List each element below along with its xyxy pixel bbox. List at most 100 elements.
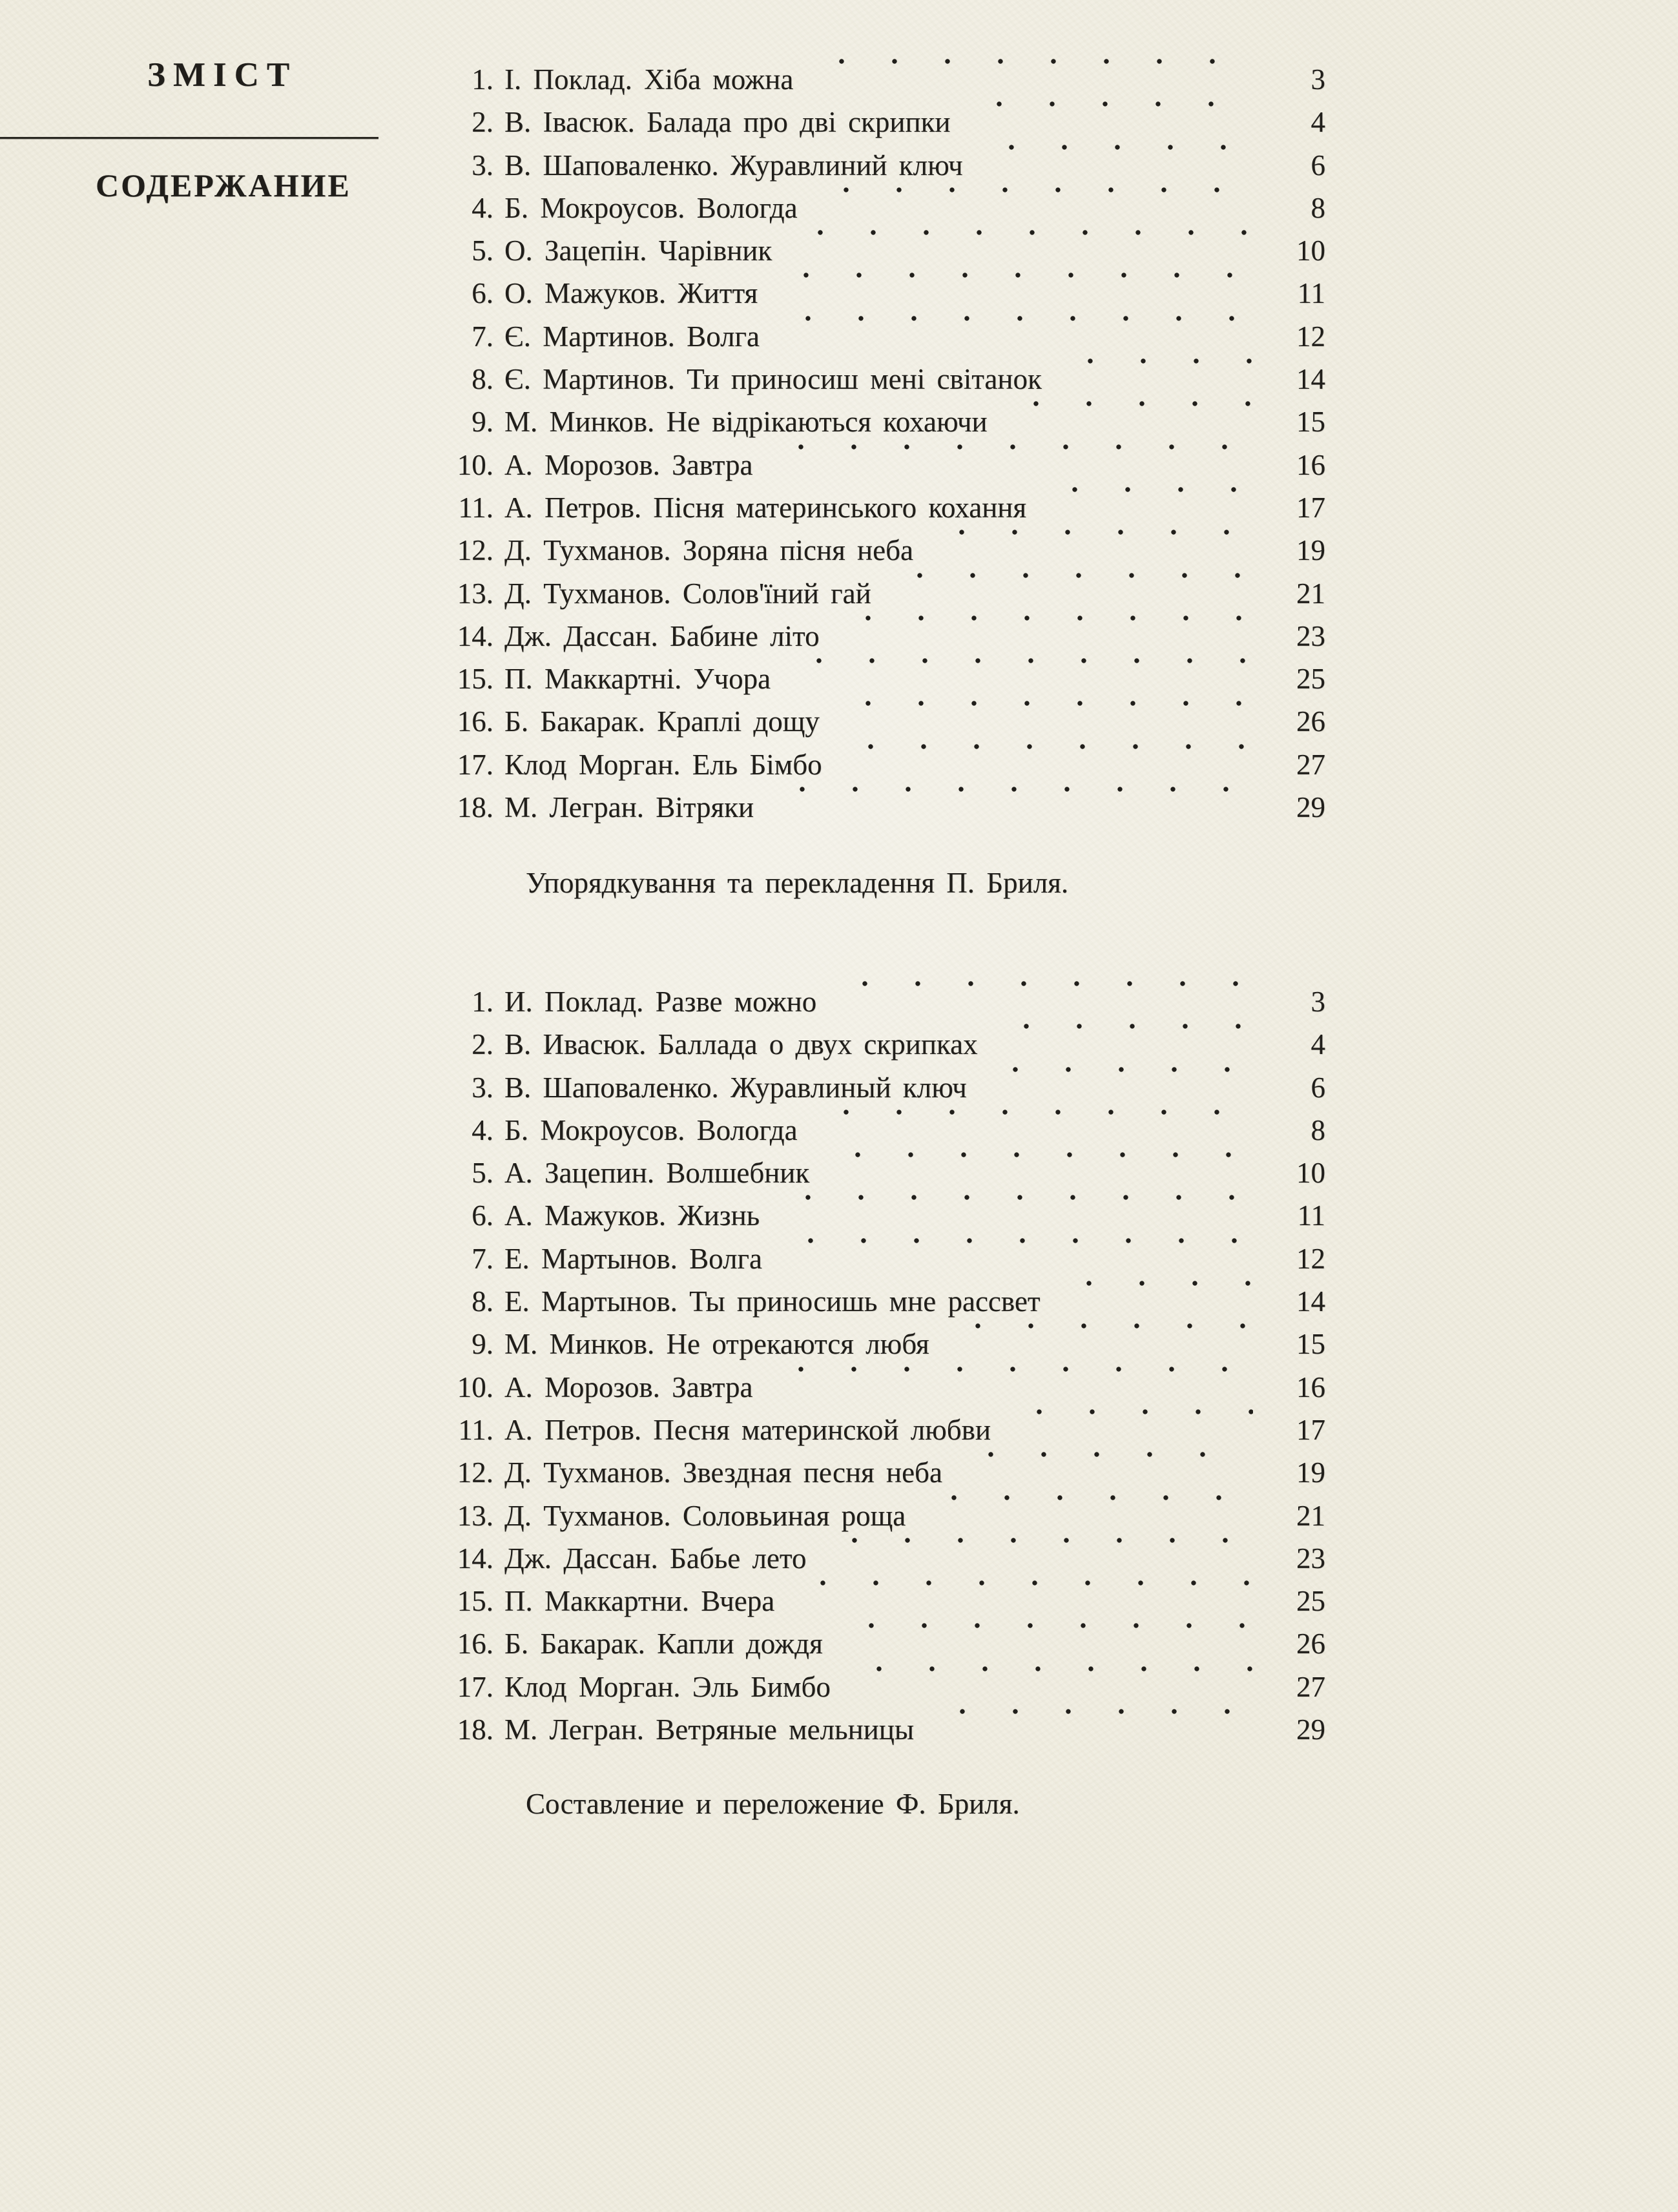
- toc-row: 5. О. Зацепін. Чарівник 10: [452, 229, 1325, 273]
- entry-page-number: 4: [1310, 106, 1326, 139]
- dot-leader: [893, 572, 1253, 615]
- entry-number: 7.: [471, 1242, 493, 1275]
- entry-page-number: 4: [1310, 1028, 1326, 1061]
- entry-title: П. Маккартні. Учора: [504, 663, 771, 696]
- entry-title: В. Шаповаленко. Журавлиный ключ: [504, 1071, 967, 1104]
- entry-page-number: 19: [1296, 1456, 1325, 1489]
- entry-page-number: 11: [1297, 1199, 1325, 1232]
- entry-title: А. Морозов. Завтра: [504, 448, 753, 481]
- entry-number: 9.: [471, 1328, 493, 1361]
- heading-divider-rule: [0, 137, 378, 139]
- entry-page-number: 27: [1296, 1670, 1325, 1703]
- dot-leader: [782, 1194, 1253, 1237]
- entry-page-number: 16: [1296, 448, 1325, 481]
- entry-title: Д. Тухманов. Зоряна пісня неба: [504, 534, 913, 567]
- dot-leader: [776, 786, 1253, 829]
- dot-leader: [783, 1237, 1253, 1281]
- entry-number: 16.: [457, 1628, 493, 1660]
- toc-row: 11. А. Петров. Песня материнской любви 1…: [452, 1408, 1325, 1452]
- entry-title: Д. Тухманов. Соловьиная роща: [504, 1499, 906, 1532]
- entry-number: 3.: [471, 1071, 493, 1104]
- entry-number: 5.: [471, 234, 493, 267]
- toc-row: 11. А. Петров. Пісня материнського кохан…: [452, 486, 1325, 530]
- entry-page-number: 25: [1296, 663, 1325, 696]
- toc-row: 3. В. Шаповаленко. Журавлиный ключ 6: [452, 1066, 1325, 1109]
- entry-title: В. Ивасюк. Баллада о двух скрипках: [504, 1028, 978, 1061]
- toc-row: 18. М. Легран. Ветряные мельницы 29: [452, 1708, 1325, 1752]
- dot-leader: [774, 1365, 1253, 1409]
- entry-number: 11.: [458, 491, 493, 524]
- entry-number: 4.: [471, 191, 493, 224]
- toc-row: 7. Є. Мартинов. Волга 12: [452, 315, 1325, 358]
- entry-number: 16.: [457, 705, 493, 738]
- entry-number: 17.: [457, 748, 493, 781]
- entry-title: Клод Морган. Эль Бимбо: [504, 1670, 831, 1703]
- entry-number: 13.: [457, 577, 493, 610]
- entry-page-number: 14: [1296, 363, 1325, 396]
- entry-number: 13.: [457, 1499, 493, 1532]
- entry-number: 10.: [457, 448, 493, 481]
- dot-leader: [844, 1622, 1253, 1666]
- entry-number: 12.: [457, 1456, 493, 1489]
- entry-title: Б. Мокроусов. Вологда: [504, 1113, 798, 1146]
- toc-row: 1. И. Поклад. Разве можно 3: [452, 980, 1325, 1024]
- entry-title: П. Маккартни. Вчера: [504, 1585, 775, 1618]
- dot-leader: [852, 1665, 1253, 1709]
- dot-leader: [927, 1494, 1253, 1537]
- entry-title: Клод Морган. Ель Бімбо: [504, 748, 822, 781]
- dot-leader: [794, 229, 1253, 273]
- entry-title: Е. Мартынов. Ты приносишь мне рассвет: [504, 1285, 1041, 1318]
- entry-title: І. Поклад. Хіба можна: [504, 63, 794, 96]
- dot-leader: [831, 1152, 1253, 1195]
- entry-number: 8.: [471, 363, 493, 396]
- toc-row: 4. Б. Мокроусов. Вологда 8: [452, 186, 1326, 230]
- entry-page-number: 21: [1296, 1499, 1325, 1532]
- entry-title: Д. Тухманов. Солов'їний гай: [504, 577, 871, 610]
- dot-leader: [844, 743, 1253, 787]
- dot-leader: [841, 700, 1253, 743]
- dot-leader: [988, 1066, 1253, 1109]
- dot-leader: [999, 1023, 1253, 1066]
- contents-heading-russian: СОДЕРЖАНИЕ: [96, 167, 351, 203]
- dot-leader: [841, 614, 1253, 658]
- entry-number: 4.: [471, 1113, 493, 1146]
- entry-page-number: 12: [1296, 320, 1325, 353]
- dot-leader: [1063, 358, 1253, 401]
- dot-leader: [828, 1536, 1253, 1580]
- entry-page-number: 23: [1296, 1542, 1325, 1575]
- dot-leader: [1062, 1280, 1253, 1323]
- toc-row: 9. М. Минков. Не відрікаються кохаючи 15: [452, 400, 1325, 444]
- entry-number: 1.: [471, 986, 493, 1018]
- toc-row: 14. Дж. Дассан. Бабье лето 23: [452, 1536, 1325, 1580]
- dot-leader: [984, 143, 1253, 187]
- entry-page-number: 23: [1296, 619, 1325, 652]
- toc-row: 18. М. Легран. Вітряки 29: [452, 786, 1325, 829]
- entry-number: 11.: [458, 1413, 493, 1446]
- entry-page-number: 15: [1296, 1328, 1325, 1361]
- entry-title: А. Петров. Пісня материнського кохання: [504, 491, 1027, 524]
- toc-row: 2. В. Ивасюк. Баллада о двух скрипках 4: [452, 1023, 1325, 1066]
- entry-page-number: 11: [1297, 277, 1325, 310]
- entry-title: Д. Тухманов. Звездная песня неба: [504, 1456, 942, 1489]
- entry-title: Дж. Дассан. Бабье лето: [504, 1542, 807, 1575]
- entry-title: М. Минков. Не отрекаются любя: [504, 1328, 929, 1361]
- entry-number: 10.: [457, 1370, 493, 1403]
- entry-page-number: 14: [1296, 1285, 1325, 1318]
- entry-title: М. Минков. Не відрікаються кохаючи: [504, 406, 988, 439]
- entry-title: А. Зацепин. Волшебник: [504, 1157, 810, 1190]
- attribution-ukrainian: Упорядкування та перекладення П. Бриля.: [526, 867, 1069, 899]
- entry-number: 2.: [471, 106, 493, 139]
- entry-number: 5.: [471, 1157, 493, 1190]
- dot-leader: [1009, 400, 1253, 444]
- entry-page-number: 26: [1296, 705, 1325, 738]
- entry-number: 1.: [471, 63, 493, 96]
- toc-row: 17. Клод Морган. Эль Бимбо 27: [452, 1665, 1325, 1709]
- entry-number: 14.: [457, 619, 493, 652]
- dot-leader: [951, 1323, 1253, 1366]
- dot-leader: [819, 1108, 1253, 1152]
- entry-title: О. Зацепін. Чарівник: [504, 234, 772, 267]
- entry-page-number: 25: [1296, 1585, 1325, 1618]
- entry-number: 2.: [471, 1028, 493, 1061]
- dot-leader: [819, 186, 1253, 230]
- entry-page-number: 8: [1310, 191, 1326, 224]
